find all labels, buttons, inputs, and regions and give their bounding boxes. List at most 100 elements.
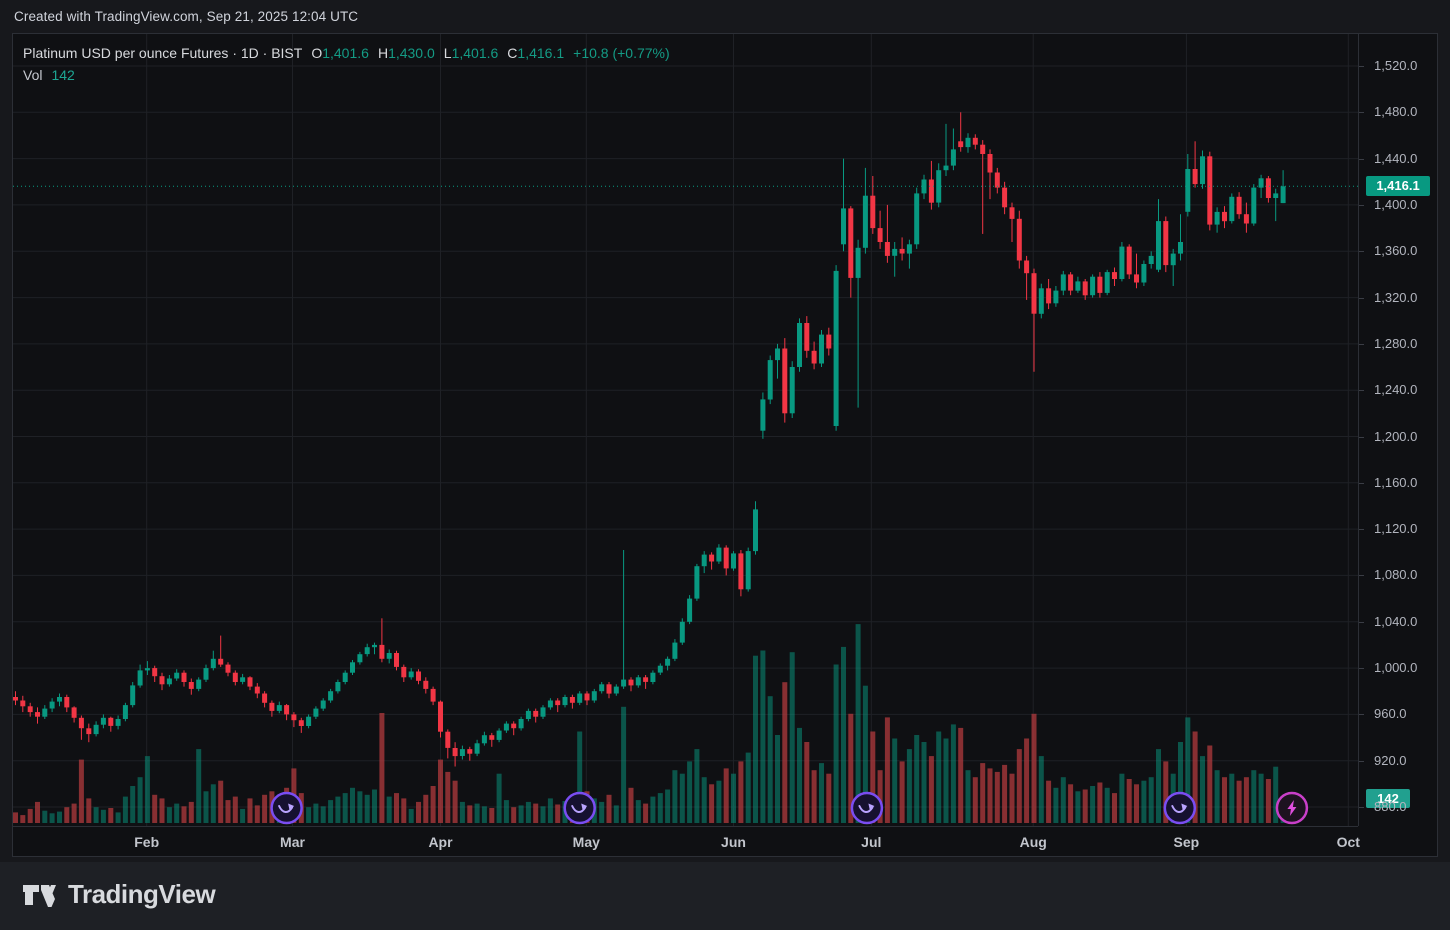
candle-body [906,244,912,254]
candle-body [1016,218,1022,261]
symbol-title[interactable]: Platinum USD per ounce Futures · 1D · BI… [23,45,303,61]
candle-body [401,666,407,678]
candle-body [1258,178,1264,188]
contract-rollover-icon[interactable] [270,791,303,825]
x-axis-month-label: Oct [1336,834,1360,850]
contract-rollover-icon[interactable] [563,791,596,825]
lightning-marker-icon[interactable] [1275,791,1309,825]
candle-body [430,688,436,702]
volume-bar [987,768,993,823]
y-axis-price-label: 1,000.0 [1374,660,1418,676]
candle-body [1163,221,1169,266]
y-axis-price-label: 1,520.0 [1374,58,1418,73]
y-axis-tick-mark [1359,204,1364,206]
candle-body [716,547,722,562]
y-axis-tick-mark [1359,714,1364,716]
y-axis-price-label: 1,240.0 [1374,382,1418,398]
volume-bar [1097,782,1103,823]
volume-bar [936,731,942,823]
y-axis-tick-mark [1359,482,1364,484]
y-axis-price-label: 880.0 [1374,799,1407,814]
candle-body [899,248,905,254]
candle-body [950,149,956,166]
candle-body [745,551,751,590]
candle-body [1141,264,1147,283]
candle-body [364,647,370,655]
volume-bar [716,780,722,823]
volume-bar [679,773,685,823]
x-axis-month-label: Feb [134,834,160,850]
contract-rollover-icon[interactable] [1163,791,1197,825]
candle-body [753,509,758,552]
candle-body [701,554,707,567]
y-axis-price-label: 1,200.0 [1374,428,1418,444]
volume-bar [1038,756,1044,823]
candle-body [357,654,363,663]
candle-body [848,208,854,278]
volume-bar [972,777,978,823]
candle-body [855,247,861,278]
candle-body [518,719,524,729]
ohlc-open: O1,401.6 [311,45,369,61]
y-axis-price-label: 1,160.0 [1374,474,1418,490]
candle-body [1273,193,1279,198]
volume-bar [1060,777,1066,823]
volume-bar [1156,749,1161,823]
open-value: 1,401.6 [322,45,369,61]
volume-bar [496,773,502,823]
candle-body [100,717,106,725]
volume-bar [1222,777,1227,823]
candle-body [1229,196,1235,222]
volume-bar [819,763,824,823]
volume-bar [877,770,883,823]
volume-bar [884,717,890,823]
candle-body [1148,255,1154,264]
volume-bar [100,809,106,823]
candle-body [1214,211,1220,225]
volume-bar [613,805,619,823]
volume-bar [232,796,238,823]
volume-bar [1053,787,1059,823]
volume-bar [13,812,18,823]
volume-bar [862,685,868,823]
candle-body [731,553,736,569]
volume-bar [635,800,641,823]
volume-bar [144,756,150,823]
volume-bar [218,780,224,823]
volume-bar [254,805,260,823]
volume-bar [225,800,231,823]
contract-rollover-icon[interactable] [850,791,884,825]
candle-body [137,670,143,686]
volume-bar [1134,784,1139,823]
candle-body [122,705,128,719]
volume-bar [1148,777,1154,823]
volume-bar [306,807,312,823]
y-axis-price-label: 1,360.0 [1374,243,1418,259]
volume-bar [357,791,363,823]
volume-bar [958,727,964,823]
candle-body [144,668,150,671]
volume-bar [965,770,971,823]
price-scale[interactable]: 1,416.1 142 1,520.0 1,480.0 1,440.0 1,400.0… [1358,34,1437,826]
volume-bar [1141,780,1147,823]
candle-body [987,154,993,173]
candle-body [49,701,55,709]
candle-body [862,195,868,248]
candle-body [577,693,583,703]
chart-pane[interactable] [13,34,1358,826]
volume-series [13,624,1286,823]
candle-body [262,693,268,703]
volume-bar [459,801,465,823]
time-scale[interactable]: Feb Mar Apr May Jun Jul Aug Sep Oct [13,826,1360,857]
candle-body [1038,288,1044,314]
volume-bar [247,798,253,823]
x-axis-month-label: Jun [721,834,746,850]
candle-body [42,708,48,717]
candle-body [628,679,634,686]
volume-bar [467,805,473,823]
volume-bar [892,738,898,823]
candle-body [775,348,780,361]
candle-body [394,653,399,667]
x-axis-month-label: Mar [280,834,305,850]
